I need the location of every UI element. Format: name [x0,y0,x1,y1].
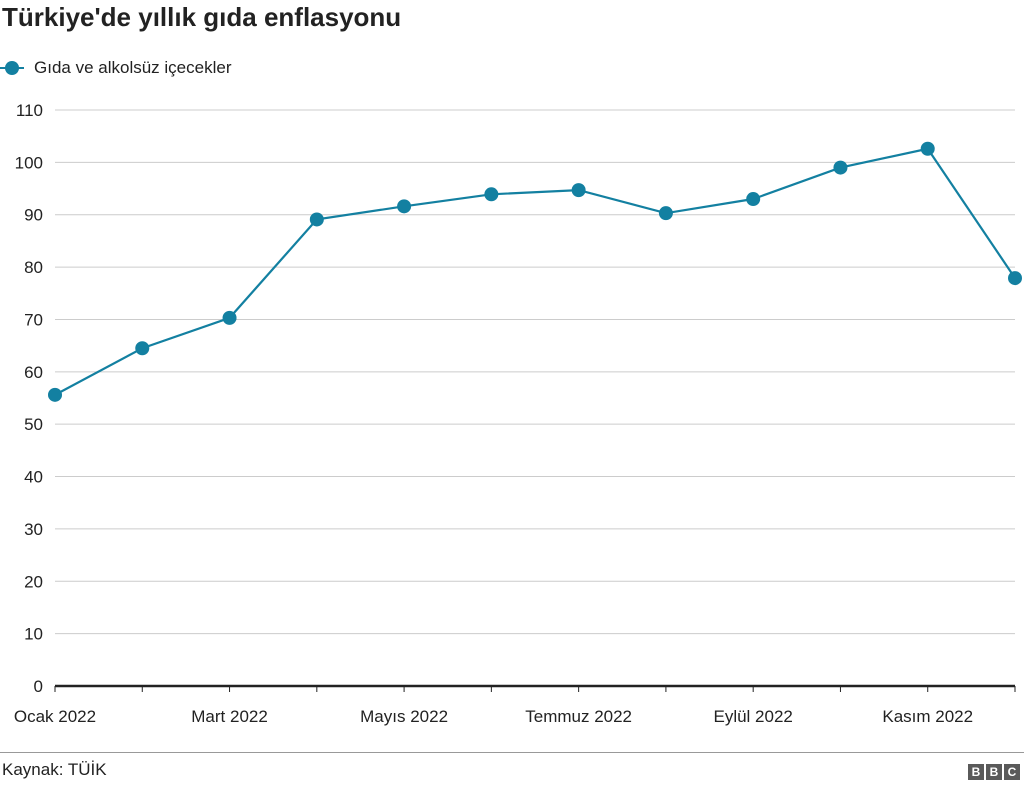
bbc-logo: B B C [968,764,1020,780]
logo-letter: C [1004,764,1020,780]
y-tick-label: 40 [24,468,43,487]
y-tick-label: 20 [24,572,43,591]
legend: Gıda ve alkolsüz içecekler [0,56,231,80]
y-tick-label: 10 [24,625,43,644]
logo-letter: B [968,764,984,780]
y-tick-label: 0 [34,677,43,696]
line-chart: 0 10 20 30 40 50 60 70 80 90 100 110 Ocak 2022 Mart 2… [14,101,1022,726]
data-point [571,183,586,198]
y-tick-label: 30 [24,520,43,539]
data-point [222,310,237,325]
y-tick-label: 70 [24,310,43,329]
x-tick-label: Kasım 2022 [882,707,973,726]
y-tick-label: 100 [15,153,43,172]
logo-letter: B [986,764,1002,780]
data-point [484,187,499,202]
data-point [920,141,935,156]
x-tick-label: Temmuz 2022 [525,707,632,726]
y-tick-label: 80 [24,258,43,277]
data-point [397,199,412,214]
y-tick-label: 90 [24,206,43,225]
footer-divider [0,752,1024,753]
legend-label: Gıda ve alkolsüz içecekler [34,58,232,77]
data-point [1008,271,1022,286]
chart-title: Türkiye'de yıllık gıda enflasyonu [2,2,402,32]
x-tick-label: Eylül 2022 [713,707,792,726]
data-point [658,206,673,221]
legend-swatch-icon [0,56,30,80]
source-text: Kaynak: TÜİK [2,760,107,779]
x-tick-label: Ocak 2022 [14,707,96,726]
y-tick-label: 50 [24,415,43,434]
x-tick-label: Mart 2022 [191,707,268,726]
data-point [135,341,150,356]
y-tick-label: 60 [24,363,43,382]
data-point [833,160,848,175]
data-point [309,212,324,227]
data-point [746,192,761,207]
y-tick-label: 110 [16,101,43,120]
x-tick-label: Mayıs 2022 [360,707,448,726]
series-line [54,147,1016,396]
data-point [48,387,62,402]
